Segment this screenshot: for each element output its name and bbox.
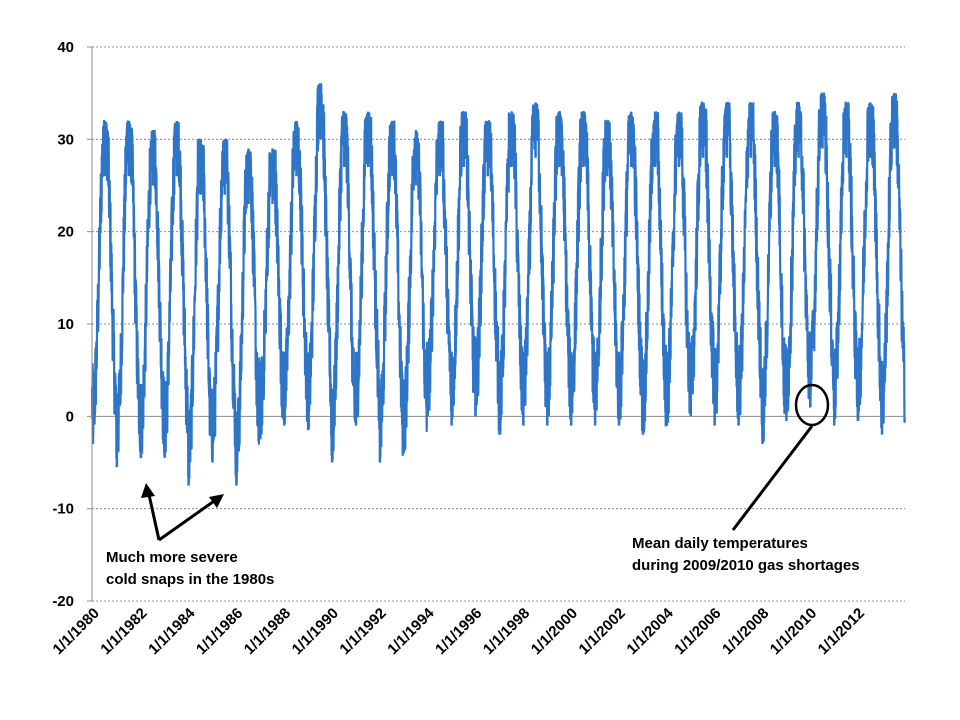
y-tick-label: 0 (66, 408, 74, 425)
x-tick-label: 1/1/1992 (336, 605, 389, 658)
annotation-gas-shortages-line1: Mean daily temperatures (632, 535, 808, 552)
y-tick-label: 20 (57, 224, 74, 241)
annotation-cold-snaps-line2: cold snaps in the 1980s (106, 571, 274, 588)
x-tick-label: 1/1/1980 (50, 605, 103, 658)
annotation-arrow-1 (146, 489, 161, 541)
x-tick-label: 1/1/1990 (289, 605, 342, 658)
x-axis-ticks: 1/1/19801/1/19821/1/19841/1/19861/1/1988… (50, 604, 868, 658)
annotation-arrowhead-2 (209, 494, 224, 508)
y-tick-label: -20 (52, 593, 74, 610)
temperature-series (90, 83, 906, 486)
x-tick-label: 1/1/1984 (145, 604, 199, 658)
x-tick-label: 1/1/2006 (671, 605, 724, 658)
x-tick-label: 1/1/1996 (432, 605, 485, 658)
annotation-gas-shortages-line2: during 2009/2010 gas shortages (632, 557, 860, 574)
x-tick-label: 1/1/1988 (241, 605, 294, 658)
x-tick-label: 1/1/2012 (815, 605, 868, 658)
y-tick-label: -10 (52, 501, 74, 518)
annotation-arrow-2 (158, 497, 218, 542)
annotation-circle (794, 383, 830, 427)
x-tick-label: 1/1/2010 (767, 605, 820, 658)
x-tick-label: 1/1/1994 (384, 604, 438, 658)
y-tick-label: 40 (57, 39, 74, 56)
y-tick-label: 10 (57, 316, 74, 333)
y-tick-label: 30 (57, 131, 74, 148)
x-tick-label: 1/1/2008 (719, 605, 772, 658)
annotation-cold-snaps: Much more severe cold snaps in the 1980s (106, 483, 274, 588)
x-tick-label: 1/1/2000 (528, 605, 581, 658)
x-tick-label: 1/1/2002 (576, 605, 629, 658)
x-tick-label: 1/1/1982 (97, 605, 150, 658)
annotation-arrow-3 (731, 425, 814, 531)
x-tick-label: 1/1/2004 (623, 604, 677, 658)
y-axis-ticks: 40 30 20 10 0 -10 -20 (52, 39, 93, 610)
annotation-cold-snaps-line1: Much more severe (106, 549, 238, 566)
x-tick-label: 1/1/1998 (480, 605, 533, 658)
annotation-arrowhead-1 (141, 483, 155, 498)
annotation-gas-shortages: Mean daily temperatures during 2009/2010… (632, 383, 860, 574)
x-tick-label: 1/1/1986 (193, 605, 246, 658)
